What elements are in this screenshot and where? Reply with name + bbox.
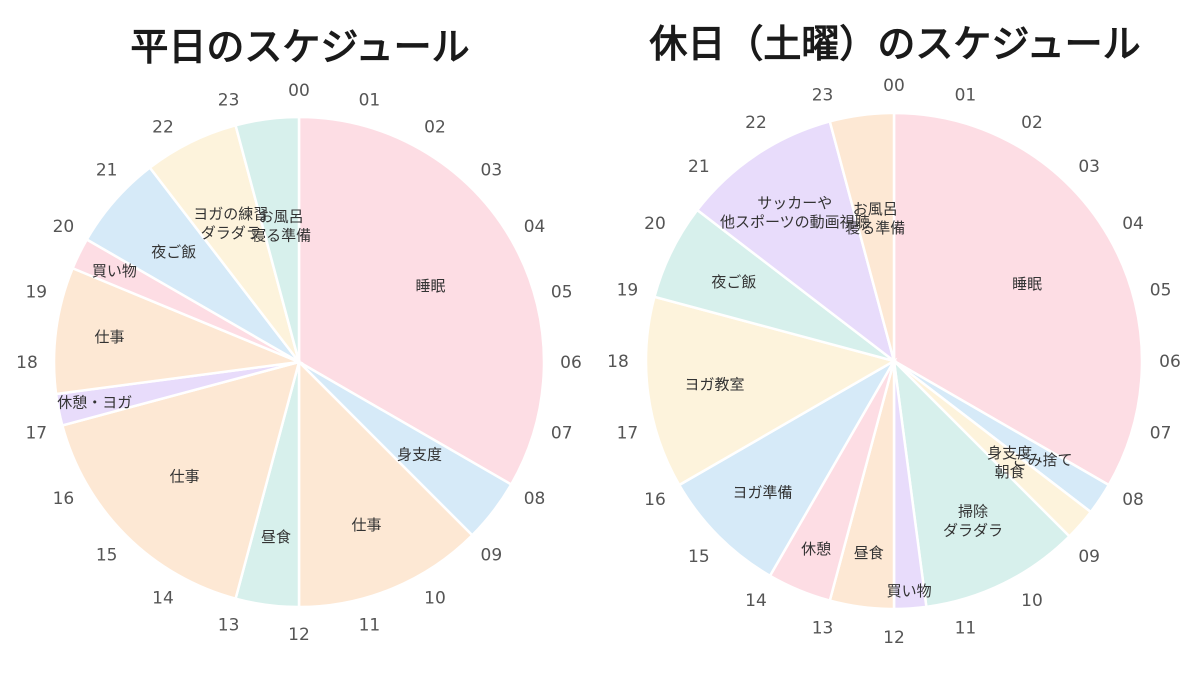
hour-tick-label: 23 — [812, 85, 834, 105]
hour-tick-label: 20 — [53, 217, 75, 237]
slice-label: 身支度朝食 — [987, 444, 1032, 481]
hour-tick-label: 22 — [152, 117, 174, 137]
hour-tick-label: 16 — [53, 489, 75, 509]
hour-tick-label: 18 — [16, 353, 38, 373]
slice-label: 睡眠 — [416, 277, 446, 295]
slice-label: 買い物 — [92, 262, 137, 280]
pie-slice — [892, 357, 1072, 609]
pie-slice — [828, 111, 896, 362]
slice-label: 身支度 — [397, 445, 442, 463]
hour-tick-label: 14 — [152, 589, 174, 609]
hour-tick-label: 04 — [524, 217, 546, 237]
pie-slice — [52, 266, 304, 396]
hour-tick-label: 14 — [745, 591, 767, 611]
hour-tick-label: 04 — [1122, 214, 1144, 234]
slice-label: お風呂寝る準備 — [845, 200, 905, 237]
hour-tick-label: 15 — [688, 547, 710, 567]
slice-label: サッカーや他スポーツの動画視聴 — [720, 194, 870, 231]
hour-tick-label: 19 — [617, 281, 639, 301]
slice-label: 仕事 — [351, 516, 381, 534]
hour-tick-label: 11 — [359, 616, 381, 636]
hour-tick-label: 02 — [1021, 113, 1043, 133]
hour-tick-label: 06 — [1159, 352, 1181, 372]
slice-label: 仕事 — [170, 467, 200, 485]
hour-tick-label: 17 — [617, 423, 639, 443]
weekday-pie: 睡眠身支度仕事昼食仕事休憩・ヨガ仕事買い物夜ご飯ヨガの練習ダラダラお風呂寝る準備… — [16, 81, 582, 645]
hour-tick-label: 01 — [359, 90, 381, 110]
hour-tick-label: 18 — [607, 352, 629, 372]
hour-tick-label: 00 — [288, 81, 310, 101]
slice-label: 休憩・ヨガ — [57, 394, 132, 412]
hour-tick-label: 22 — [745, 113, 767, 133]
pie-slice — [60, 360, 301, 601]
slice-label: お風呂寝る準備 — [251, 207, 311, 244]
hour-tick-label: 03 — [1078, 157, 1100, 177]
weekend-chart-title: 休日（土曜）のスケジュール — [648, 22, 1140, 66]
slice-label: ヨガ準備 — [732, 484, 792, 502]
hour-tick-label: 21 — [688, 157, 710, 177]
hour-tick-label: 15 — [96, 545, 118, 565]
slice-label: 休憩 — [801, 540, 831, 558]
hour-tick-label: 00 — [883, 76, 905, 96]
hour-tick-label: 16 — [644, 490, 666, 510]
hour-tick-label: 12 — [883, 628, 905, 648]
hour-tick-label: 17 — [25, 423, 47, 443]
hour-tick-label: 13 — [812, 619, 834, 639]
pie-slice — [297, 115, 546, 487]
hour-tick-label: 08 — [1122, 490, 1144, 510]
hour-tick-label: 05 — [551, 283, 573, 303]
slice-label: ヨガの練習ダラダラ — [193, 205, 268, 242]
hour-tick-label: 01 — [955, 85, 977, 105]
pie-slice — [234, 115, 301, 363]
hour-tick-label: 10 — [424, 589, 446, 609]
hour-tick-label: 10 — [1021, 591, 1043, 611]
hour-tick-label: 20 — [644, 214, 666, 234]
hour-tick-label: 07 — [1150, 423, 1172, 443]
slice-label: 夜ご飯 — [151, 243, 196, 261]
hour-tick-label: 09 — [1078, 547, 1100, 567]
pie-slice — [677, 357, 898, 578]
hour-tick-label: 19 — [25, 283, 47, 303]
hour-tick-label: 07 — [551, 423, 573, 443]
hour-tick-label: 02 — [424, 117, 446, 137]
slice-label: 昼食 — [261, 528, 291, 546]
slice-label: 買い物 — [887, 582, 932, 600]
slice-label: 睡眠 — [1012, 275, 1042, 293]
slice-label: 仕事 — [95, 328, 125, 346]
slice-label: 掃除ダラダラ — [943, 503, 1003, 540]
pie-slice — [297, 358, 475, 609]
slice-label: ごみ捨て — [1012, 451, 1072, 469]
hour-tick-label: 21 — [96, 161, 118, 181]
weekday-chart-title: 平日のスケジュール — [130, 25, 469, 69]
hour-tick-label: 03 — [481, 161, 503, 181]
hour-tick-label: 11 — [955, 619, 977, 639]
hour-tick-label: 08 — [524, 489, 546, 509]
slice-label: 夜ご飯 — [711, 273, 756, 291]
hour-tick-label: 09 — [481, 545, 503, 565]
pie-slice — [892, 111, 1144, 487]
slice-label: 昼食 — [854, 544, 884, 562]
hour-tick-label: 06 — [560, 353, 582, 373]
hour-tick-label: 12 — [288, 625, 310, 645]
hour-tick-label: 13 — [218, 616, 240, 636]
slice-label: ヨガ教室 — [685, 376, 745, 394]
hour-tick-label: 23 — [218, 90, 240, 110]
hour-tick-label: 05 — [1150, 281, 1172, 301]
pie-slice — [644, 295, 898, 487]
